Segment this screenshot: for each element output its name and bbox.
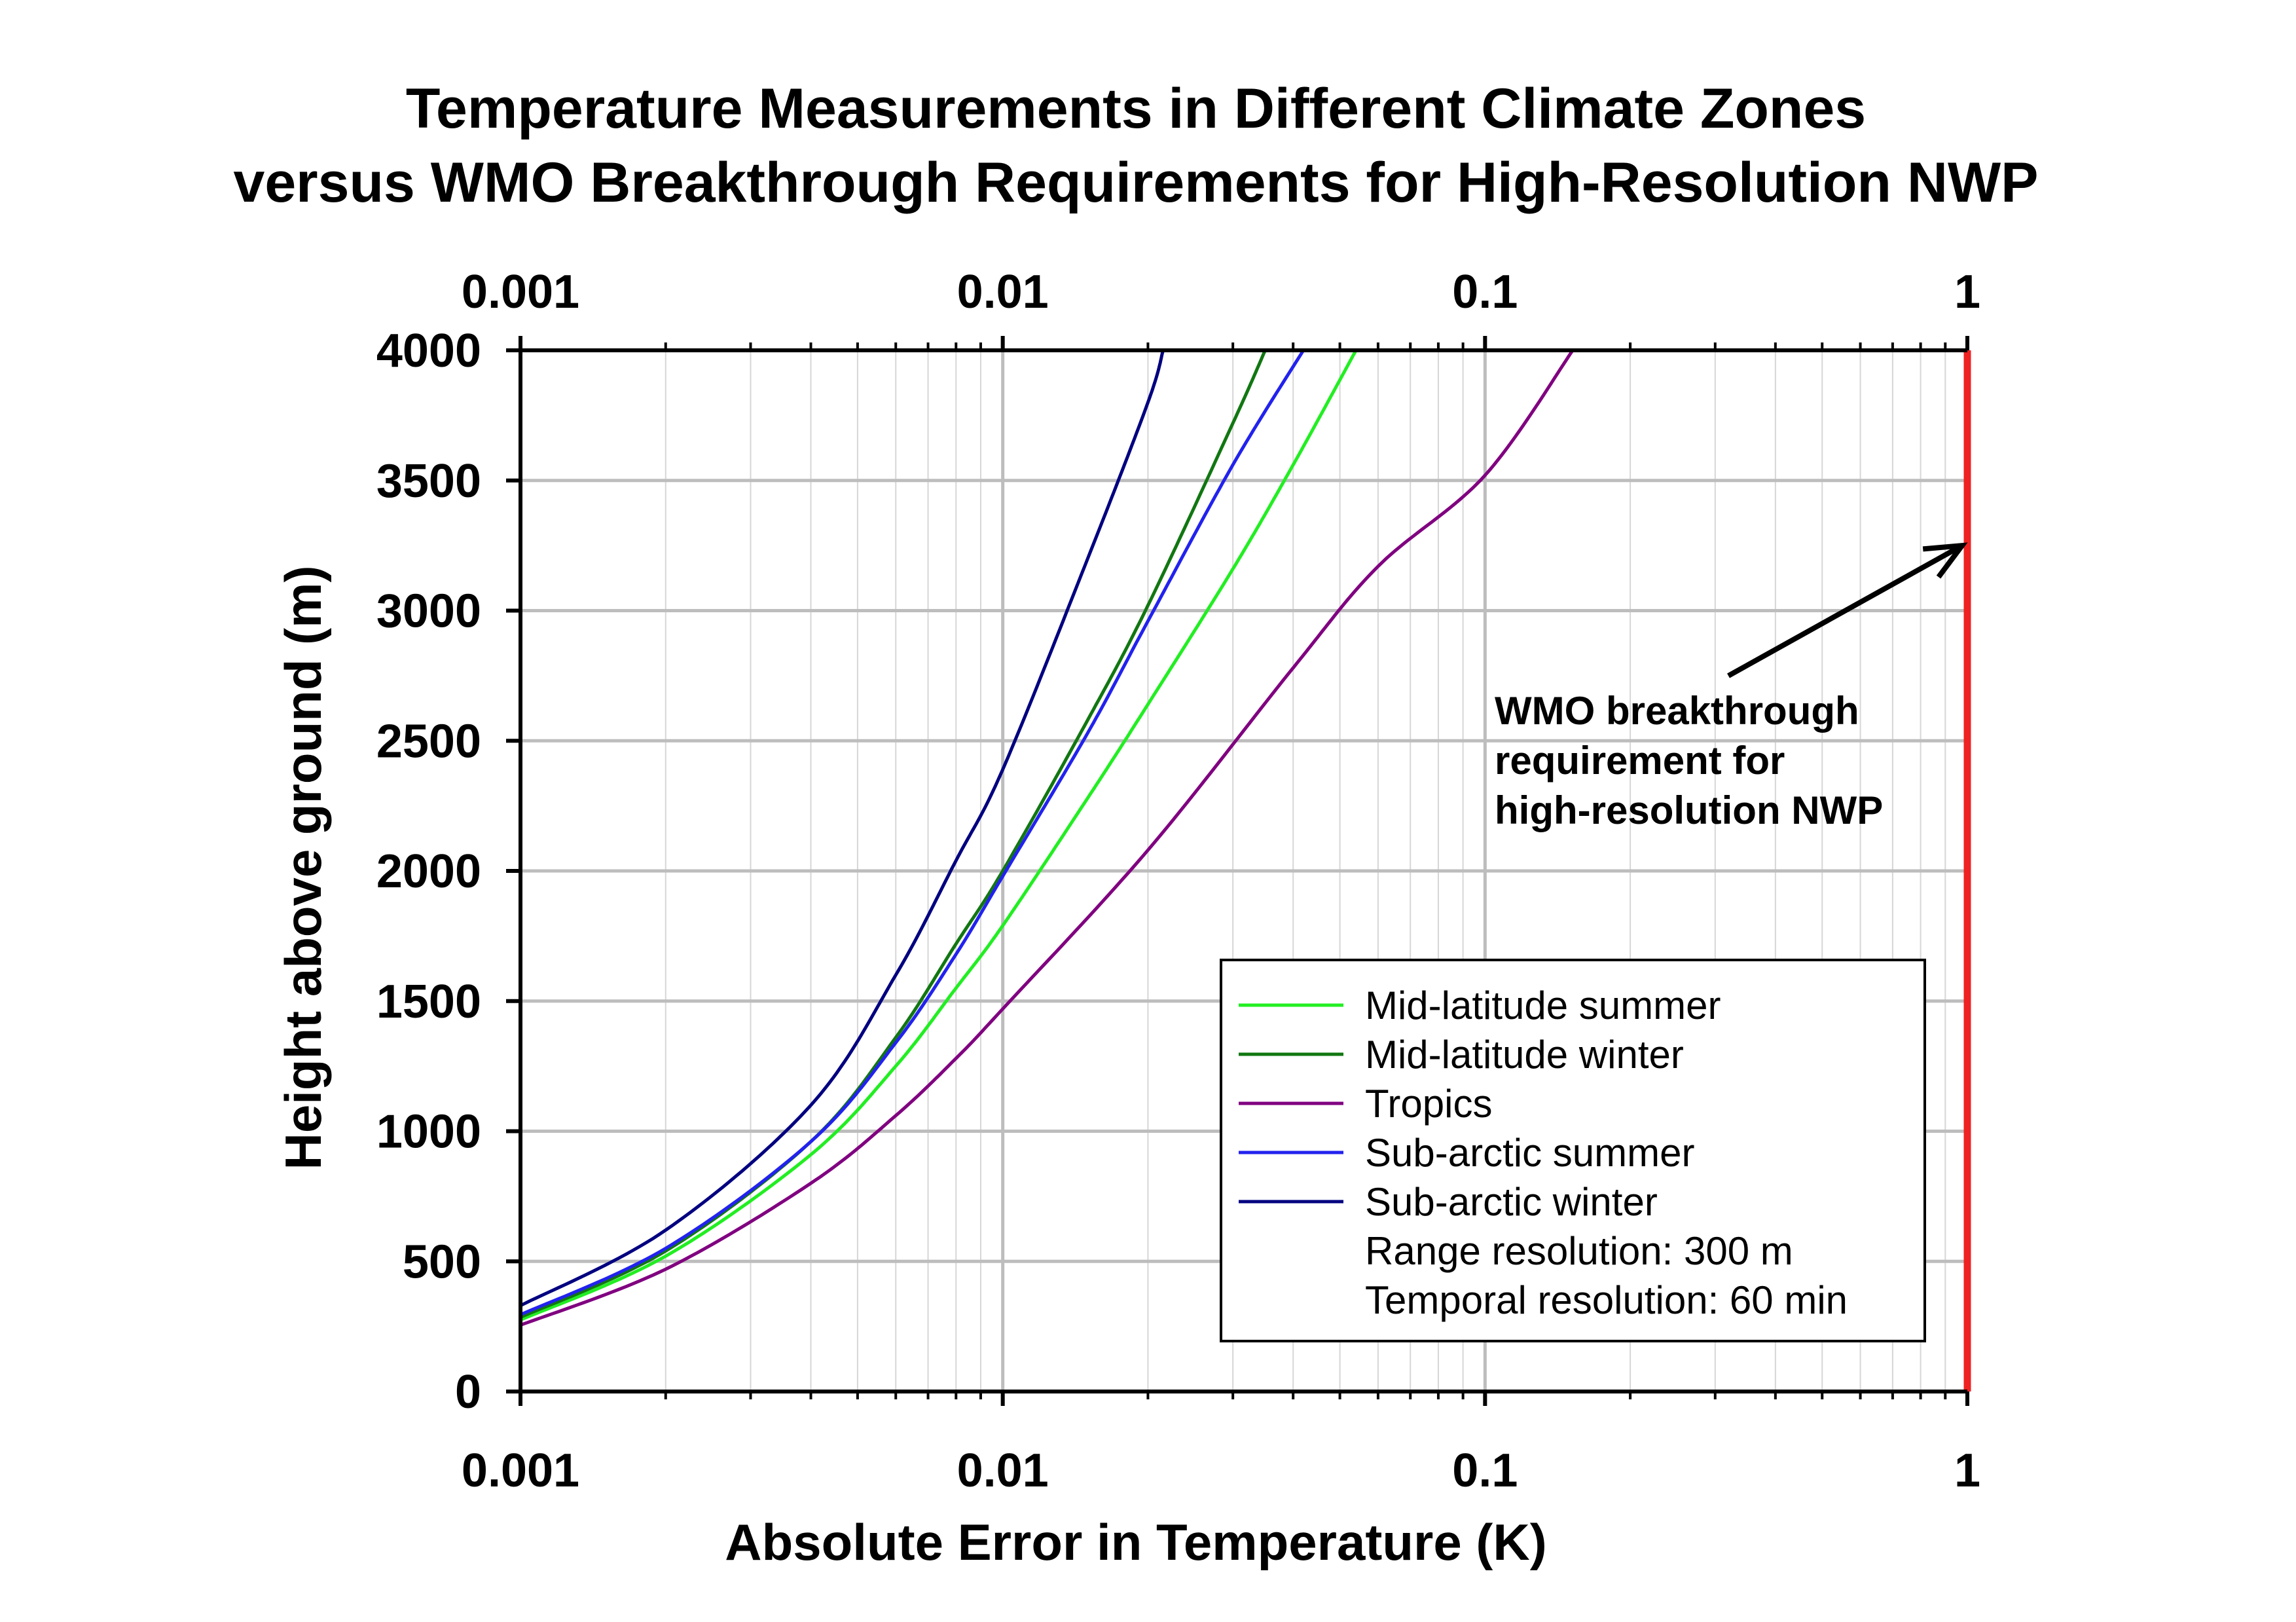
x-tick-label-top: 0.1 — [1452, 266, 1518, 318]
legend-label-sub-arctic-winter: Sub-arctic winter — [1365, 1180, 1658, 1224]
y-tick-label: 2000 — [376, 845, 481, 898]
legend-note-temporal-resolution: Temporal resolution: 60 min — [1365, 1278, 1848, 1322]
legend-note-range-resolution: Range resolution: 300 m — [1365, 1229, 1793, 1273]
x-tick-label-bottom: 1 — [1954, 1445, 1980, 1497]
x-tick-label-top: 0.001 — [462, 266, 579, 318]
x-axis-top-ticks: 0.001 0.01 0.1 1 — [462, 266, 1980, 350]
y-tick-label: 1000 — [376, 1106, 481, 1158]
annotation-line-1: WMO breakthrough — [1495, 689, 1859, 733]
series-line-mid-latitude-summer — [519, 349, 1358, 1321]
x-tick-label-bottom: 0.1 — [1452, 1445, 1518, 1497]
legend-label-tropics: Tropics — [1365, 1082, 1492, 1126]
legend: Mid-latitude summer Mid-latitude winter … — [1220, 959, 1926, 1342]
y-tick-label: 4000 — [376, 325, 481, 377]
y-tick-label: 500 — [403, 1236, 481, 1288]
annotation-line-3: high-resolution NWP — [1495, 788, 1883, 832]
y-tick-label: 0 — [455, 1366, 481, 1418]
y-tick-label: 1500 — [376, 976, 481, 1028]
plot-frame — [519, 348, 1967, 1405]
chart-subtitle: versus WMO Breakthrough Requirements for… — [234, 151, 2039, 214]
legend-label-sub-arctic-summer: Sub-arctic summer — [1365, 1131, 1694, 1175]
series-lines — [519, 349, 1575, 1327]
x-tick-label-top: 1 — [1954, 266, 1980, 318]
annotation-arrow-head — [1922, 542, 1968, 579]
x-tick-label-bottom: 0.01 — [957, 1445, 1049, 1497]
legend-label-mid-latitude-winter: Mid-latitude winter — [1365, 1033, 1684, 1077]
series-line-sub-arctic-winter — [519, 350, 1165, 1308]
annotation-line-2: requirement for — [1495, 739, 1785, 783]
x-tick-label-bottom: 0.001 — [462, 1445, 579, 1497]
annotation: WMO breakthrough requirement for high-re… — [1495, 542, 1968, 832]
series-line-sub-arctic-summer — [519, 349, 1305, 1316]
y-tick-label: 3000 — [376, 585, 481, 638]
legend-label-mid-latitude-summer: Mid-latitude summer — [1365, 984, 1721, 1027]
series-line-tropics — [520, 349, 1575, 1327]
y-axis-label: Height above ground (m) — [274, 566, 332, 1170]
y-tick-label: 3500 — [376, 455, 481, 507]
y-tick-label: 2500 — [376, 715, 481, 767]
x-axis-label: Absolute Error in Temperature (K) — [725, 1513, 1546, 1571]
x-axis-bottom-ticks: 0.001 0.01 0.1 1 — [462, 1392, 1980, 1497]
annotation-arrow — [1727, 543, 1963, 678]
legend-box — [1220, 959, 1926, 1342]
y-axis-ticks: 0 500 1000 1500 2000 2500 3000 3500 4000 — [376, 325, 520, 1418]
x-tick-label-top: 0.01 — [957, 266, 1049, 318]
chart-title: Temperature Measurements in Different Cl… — [406, 77, 1866, 140]
